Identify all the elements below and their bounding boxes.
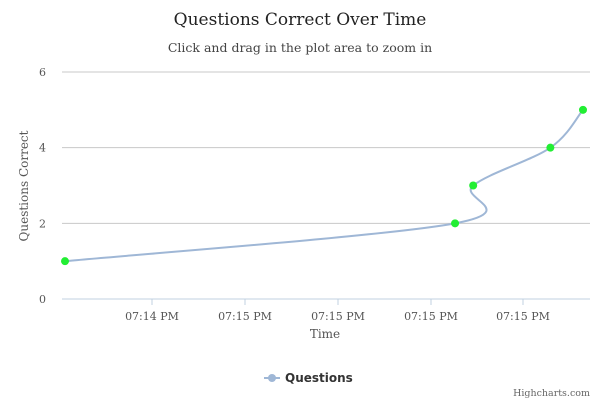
data-point[interactable]: [546, 143, 555, 152]
data-point[interactable]: [469, 181, 478, 190]
y-tick-label: 6: [39, 66, 46, 79]
x-tick-label: 07:15 PM: [404, 310, 458, 323]
x-tick-label: 07:15 PM: [218, 310, 272, 323]
y-tick-label: 0: [39, 293, 46, 306]
y-axis-ticks: 0 2 4 6: [39, 66, 46, 306]
data-point[interactable]: [451, 219, 460, 228]
x-tick-label: 07:15 PM: [311, 310, 365, 323]
legend[interactable]: Questions: [264, 371, 353, 385]
gridlines: [62, 71, 590, 224]
chart-title: Questions Correct Over Time: [174, 10, 427, 30]
y-tick-label: 2: [39, 217, 46, 230]
x-tick-label: 07:14 PM: [125, 310, 179, 323]
series-points[interactable]: [61, 105, 587, 266]
chart-subtitle: Click and drag in the plot area to zoom …: [168, 40, 432, 55]
x-tick-label: 07:15 PM: [496, 310, 550, 323]
legend-marker-icon: [268, 374, 276, 382]
y-axis-title: Questions Correct: [17, 130, 31, 241]
y-tick-label: 4: [39, 142, 46, 155]
x-axis-title: Time: [310, 327, 340, 341]
credits-link[interactable]: Highcharts.com: [513, 388, 590, 399]
x-axis-ticks: 07:14 PM 07:15 PM 07:15 PM 07:15 PM 07:15 PM: [125, 299, 550, 323]
data-point[interactable]: [579, 105, 587, 114]
legend-item-questions[interactable]: Questions: [285, 371, 353, 385]
data-point[interactable]: [61, 257, 69, 266]
